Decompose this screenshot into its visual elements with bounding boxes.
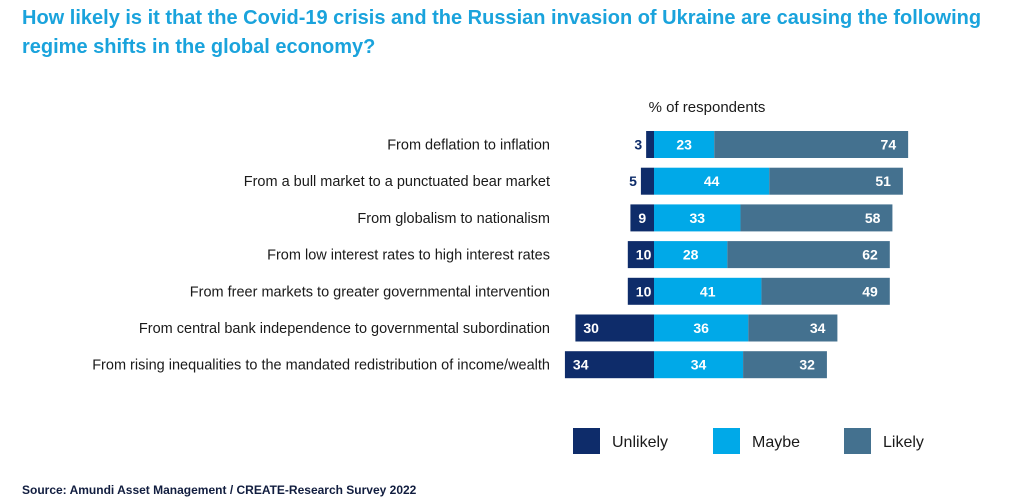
- bar-unlikely: [564, 351, 654, 379]
- bar-maybe: [654, 277, 762, 305]
- category-label: From central bank independence to govern…: [139, 321, 550, 337]
- legend-swatch-unlikely: [573, 428, 600, 454]
- value-label-maybe: 44: [704, 173, 720, 189]
- legend-label-maybe: Maybe: [752, 434, 800, 451]
- value-label-unlikely: 10: [636, 283, 652, 299]
- bar-maybe: [654, 241, 728, 269]
- bar-maybe: [654, 314, 749, 342]
- unit-label: % of respondents: [649, 99, 766, 116]
- bar-likely: [714, 131, 909, 158]
- category-label: From deflation to inflation: [387, 138, 550, 154]
- value-label-maybe: 23: [676, 137, 692, 153]
- bar-unlikely: [627, 277, 654, 305]
- value-label-likely: 62: [862, 247, 878, 263]
- value-label-likely: 49: [862, 283, 878, 299]
- value-label-unlikely: 9: [638, 210, 646, 226]
- bar-unlikely: [640, 167, 654, 195]
- category-label: From a bull market to a punctuated bear …: [244, 174, 550, 190]
- bar-likely: [727, 241, 890, 269]
- value-label-maybe: 28: [683, 247, 699, 263]
- value-label-unlikely: 3: [634, 137, 642, 153]
- value-label-maybe: 33: [689, 210, 705, 226]
- legend-swatch-maybe: [713, 428, 740, 454]
- bar-likely: [740, 204, 893, 232]
- category-label: From globalism to nationalism: [357, 211, 550, 227]
- value-label-likely: 51: [875, 173, 891, 189]
- bar-likely: [743, 351, 827, 379]
- bar-unlikely: [627, 241, 654, 269]
- value-label-unlikely: 34: [573, 357, 589, 373]
- bar-maybe: [654, 167, 770, 195]
- bar-unlikely: [575, 314, 654, 342]
- bar-maybe: [654, 131, 715, 158]
- value-label-unlikely: 30: [583, 320, 599, 336]
- bar-likely: [761, 277, 890, 305]
- value-label-maybe: 41: [700, 283, 716, 299]
- source-note: Source: Amundi Asset Management / CREATE…: [22, 483, 417, 497]
- bar-likely: [748, 314, 838, 342]
- value-label-unlikely: 10: [636, 247, 652, 263]
- legend-swatch-likely: [844, 428, 871, 454]
- bar-likely: [769, 167, 903, 195]
- bar-unlikely: [630, 204, 654, 232]
- category-label: From low interest rates to high interest…: [267, 248, 550, 264]
- category-label: From rising inequalities to the mandated…: [92, 358, 550, 374]
- value-label-maybe: 34: [691, 357, 707, 373]
- bar-maybe: [654, 204, 741, 232]
- value-label-likely: 74: [881, 137, 897, 153]
- value-label-likely: 32: [799, 357, 815, 373]
- value-label-likely: 58: [865, 210, 881, 226]
- chart-title: How likely is it that the Covid-19 crisi…: [22, 7, 982, 58]
- bar-maybe: [654, 351, 744, 379]
- legend-label-likely: Likely: [883, 434, 924, 451]
- value-label-unlikely: 5: [629, 173, 637, 189]
- value-label-likely: 34: [810, 320, 826, 336]
- legend-label-unlikely: Unlikely: [612, 434, 668, 451]
- category-label: From freer markets to greater government…: [190, 284, 550, 300]
- value-label-maybe: 36: [693, 320, 709, 336]
- bar-unlikely: [646, 131, 654, 158]
